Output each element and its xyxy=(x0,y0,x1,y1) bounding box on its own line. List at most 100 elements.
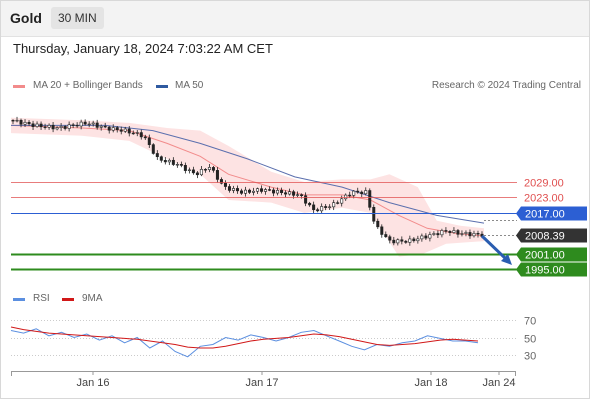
candle-body xyxy=(456,230,460,235)
candle-body xyxy=(175,164,179,166)
candle-body xyxy=(448,231,452,233)
candle-body xyxy=(147,137,151,145)
candle-body xyxy=(171,159,175,165)
candle-body xyxy=(155,153,159,158)
candle-body xyxy=(288,191,292,195)
candle-body xyxy=(352,190,356,196)
rsi-ma9-line xyxy=(10,326,479,349)
candle-body xyxy=(91,122,95,125)
candle-body xyxy=(460,233,464,235)
rsi-line xyxy=(10,328,479,358)
candle-body xyxy=(27,121,31,125)
candle-body xyxy=(235,188,239,192)
candle-body xyxy=(179,164,183,166)
candle-body xyxy=(464,232,468,234)
candle-body xyxy=(356,190,360,193)
candle-body xyxy=(276,190,280,194)
candle-body xyxy=(199,169,203,176)
candle-body xyxy=(320,206,324,212)
candle-body xyxy=(324,206,328,208)
candle-body xyxy=(167,159,171,163)
candle-body xyxy=(215,170,219,180)
candle-body xyxy=(272,189,276,194)
candle-body xyxy=(127,128,131,134)
candle-body xyxy=(207,167,211,170)
candle-body xyxy=(440,230,444,236)
current-price-tag xyxy=(516,228,587,243)
candle-body xyxy=(59,126,63,128)
candle-body xyxy=(151,144,155,154)
candle-body xyxy=(159,156,163,161)
rsi-legend-label: RSI xyxy=(33,293,50,304)
support-1-tag xyxy=(516,247,587,262)
candle-body xyxy=(23,121,27,125)
chart-header: Gold 30 MIN xyxy=(0,0,590,37)
candle-body xyxy=(436,233,440,236)
candle-body xyxy=(312,204,316,210)
rsi-tick-label: 70 xyxy=(524,316,536,328)
candle-body xyxy=(47,124,51,128)
candle-body xyxy=(67,124,71,129)
candle-body xyxy=(472,232,476,237)
candle-body xyxy=(111,127,115,131)
x-tick-label: Jan 24 xyxy=(482,377,515,389)
candle-body xyxy=(187,169,191,171)
x-tick-label: Jan 17 xyxy=(245,377,278,389)
candle-body xyxy=(412,238,416,242)
candle-body xyxy=(248,189,252,193)
candle-body xyxy=(308,202,312,206)
candle-body xyxy=(300,194,304,197)
candle-body xyxy=(79,121,83,127)
rsi-legend-swatch xyxy=(13,298,25,301)
candle-body xyxy=(119,129,123,132)
candle-body xyxy=(191,169,195,174)
candle-body xyxy=(123,128,127,132)
forecast-arrow-head xyxy=(501,254,512,265)
candle-body xyxy=(260,188,264,192)
x-tick-label: Jan 16 xyxy=(76,377,109,389)
timeframe-button[interactable]: 30 MIN xyxy=(51,7,104,29)
ma50-legend-swatch xyxy=(156,85,168,88)
candle-body xyxy=(340,198,344,204)
candle-body xyxy=(388,236,392,241)
candle-body xyxy=(428,234,432,239)
candle-body xyxy=(87,123,91,126)
candle-body xyxy=(63,126,67,129)
candle-body xyxy=(71,124,75,126)
candle-body xyxy=(328,206,332,208)
bollinger-band xyxy=(11,117,484,257)
candle-body xyxy=(364,190,368,195)
candle-body xyxy=(368,190,372,208)
candle-body xyxy=(420,235,424,240)
candle-body xyxy=(43,126,47,128)
candle-body xyxy=(31,123,35,127)
candle-body xyxy=(75,124,79,127)
candle-body xyxy=(39,123,43,128)
candle-body xyxy=(372,207,376,222)
ma20-legend-label: MA 20 + Bollinger Bands xyxy=(33,80,143,91)
candle-body xyxy=(432,233,436,235)
ma9-legend-swatch xyxy=(62,298,74,301)
chart-datetime: Thursday, January 18, 2024 7:03:22 AM CE… xyxy=(13,41,273,56)
candle-body xyxy=(360,191,364,195)
candle-body xyxy=(131,132,135,135)
candle-body xyxy=(11,119,15,122)
candle-body xyxy=(344,194,348,200)
ma20-line xyxy=(10,124,485,237)
candle-body xyxy=(183,165,187,171)
candle-body xyxy=(376,220,380,228)
resistance-1-label: 2023.00 xyxy=(524,193,564,205)
candle-body xyxy=(211,167,215,171)
candle-body xyxy=(239,190,243,194)
candle-body xyxy=(304,195,308,204)
pivot-tag xyxy=(516,206,587,221)
candle-body xyxy=(139,132,143,138)
candle-body xyxy=(292,191,296,196)
candle-body xyxy=(424,235,428,239)
candle-body xyxy=(107,126,111,131)
candle-body xyxy=(384,234,388,238)
candle-body xyxy=(476,232,480,235)
candle-body xyxy=(135,132,139,134)
candle-body xyxy=(400,239,404,242)
